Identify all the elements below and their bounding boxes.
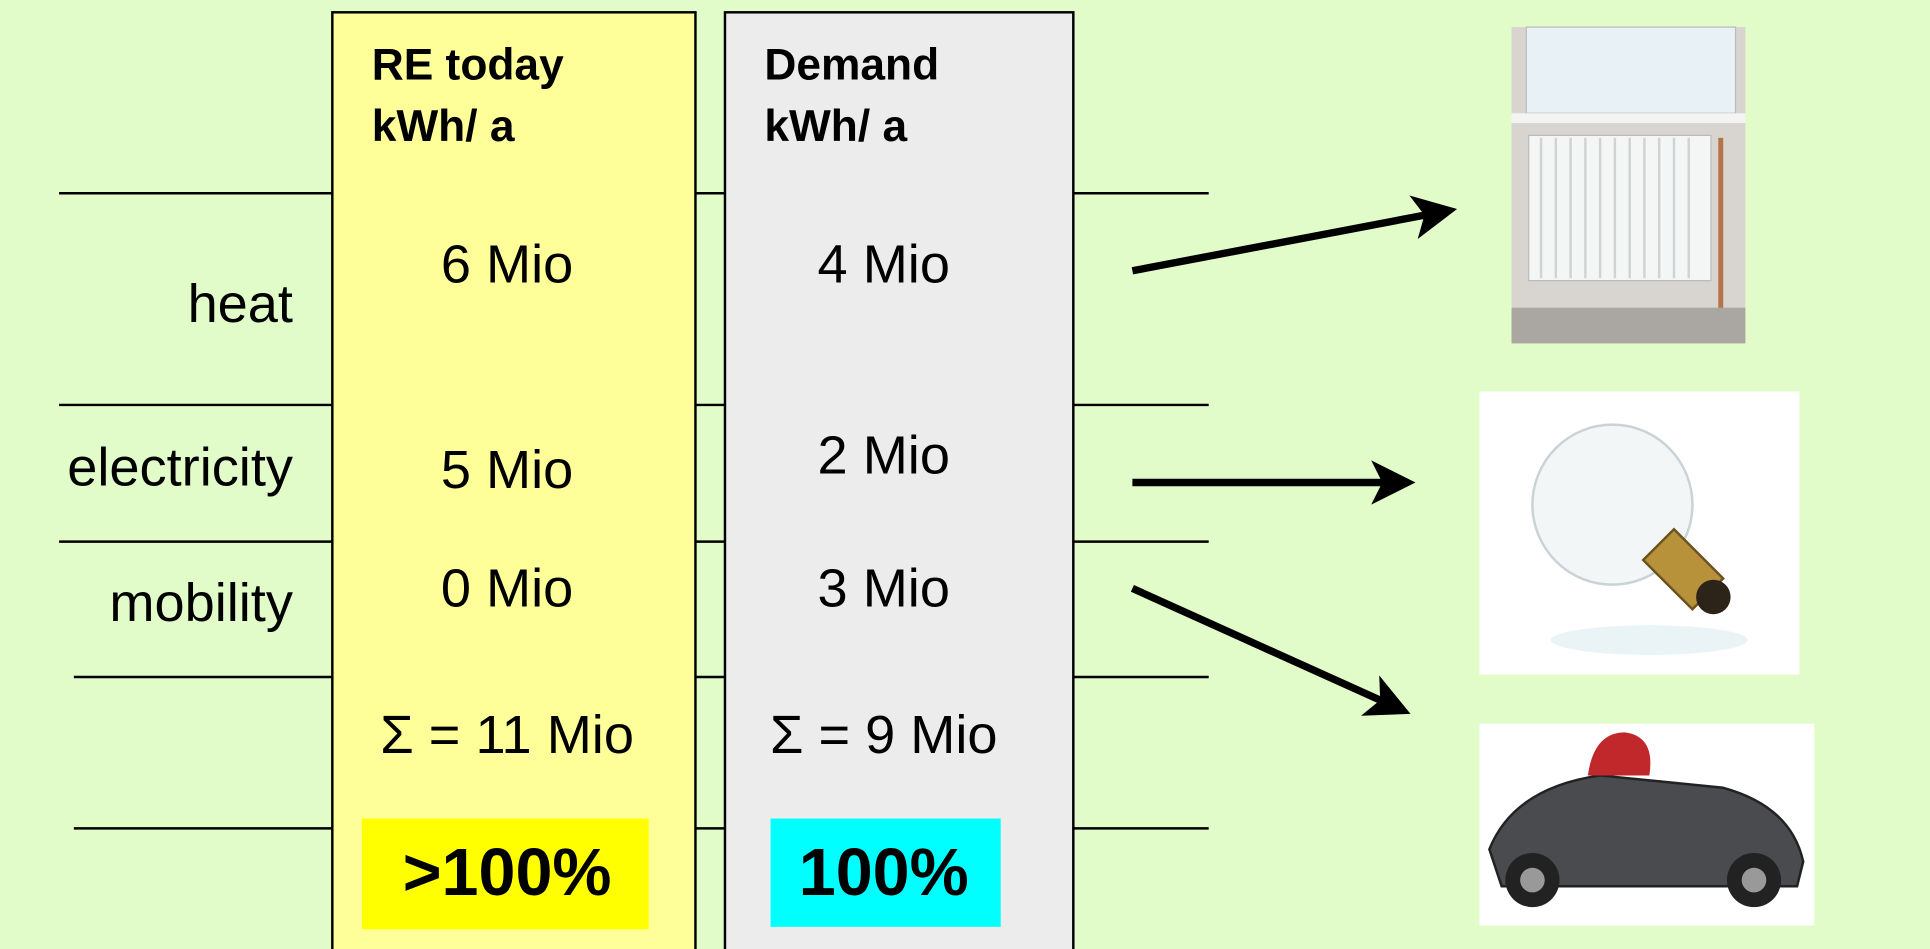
demand-column	[723, 11, 1075, 949]
cell-value: 3 Mio	[818, 558, 950, 618]
column-unit: kWh/ a	[372, 102, 515, 151]
row-label: mobility	[109, 573, 293, 633]
radiator-image	[1511, 26, 1746, 344]
share-value: 100%	[799, 836, 969, 910]
cell-value: 0 Mio	[441, 558, 573, 618]
sum-value: Σ = 9 Mio	[770, 705, 998, 765]
cell-value: 5 Mio	[441, 440, 573, 500]
car-image	[1479, 723, 1815, 926]
column-title: Demand	[764, 40, 939, 89]
cell-value: 6 Mio	[441, 235, 573, 295]
row-label: electricity	[67, 438, 293, 498]
cell-value: 2 Mio	[818, 425, 950, 485]
cell-value: 4 Mio	[818, 235, 950, 295]
re-share-box	[361, 818, 649, 930]
sum-value: Σ = 11 Mio	[380, 705, 634, 765]
demand-share-box	[770, 818, 1001, 927]
column-unit: kWh/ a	[764, 102, 907, 151]
row-label: heat	[188, 274, 293, 334]
re-column	[331, 11, 697, 949]
share-value: >100%	[403, 836, 612, 910]
bulb-image	[1479, 391, 1800, 675]
row-lines	[59, 192, 1209, 830]
column-title: RE today	[372, 40, 564, 89]
arrows	[1130, 195, 1458, 716]
texts: heat electricity mobility RE today kWh/ a 6 M…	[67, 40, 997, 910]
